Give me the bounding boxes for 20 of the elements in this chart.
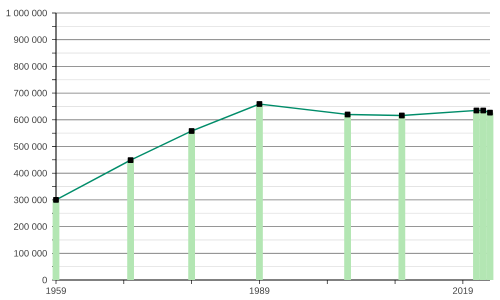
y-tick-label: 600 000 bbox=[14, 116, 47, 124]
y-tick-label: 200 000 bbox=[14, 223, 47, 230]
y-tick-label: 100 000 bbox=[14, 250, 47, 257]
bar bbox=[344, 114, 351, 280]
y-tick-label: 300 000 bbox=[14, 196, 47, 204]
bar bbox=[256, 104, 263, 280]
bar bbox=[127, 160, 134, 280]
y-tick-label: 500 000 bbox=[14, 143, 47, 150]
y-tick-label: 400 000 bbox=[14, 170, 47, 176]
x-tick-label: 1989 bbox=[250, 287, 270, 294]
bar bbox=[188, 131, 196, 280]
bar bbox=[398, 116, 406, 280]
y-tick-label: 1 000 000 bbox=[6, 10, 47, 16]
y-tick-label: 900 000 bbox=[14, 36, 47, 43]
y-tick-label: 0 bbox=[42, 276, 47, 284]
x-tick-label: 2019 bbox=[452, 287, 473, 294]
x-tick-label: 1959 bbox=[46, 287, 66, 294]
y-tick-label: 800 000 bbox=[14, 63, 47, 70]
bar bbox=[52, 200, 60, 280]
y-tick-label: 700 000 bbox=[14, 90, 47, 96]
